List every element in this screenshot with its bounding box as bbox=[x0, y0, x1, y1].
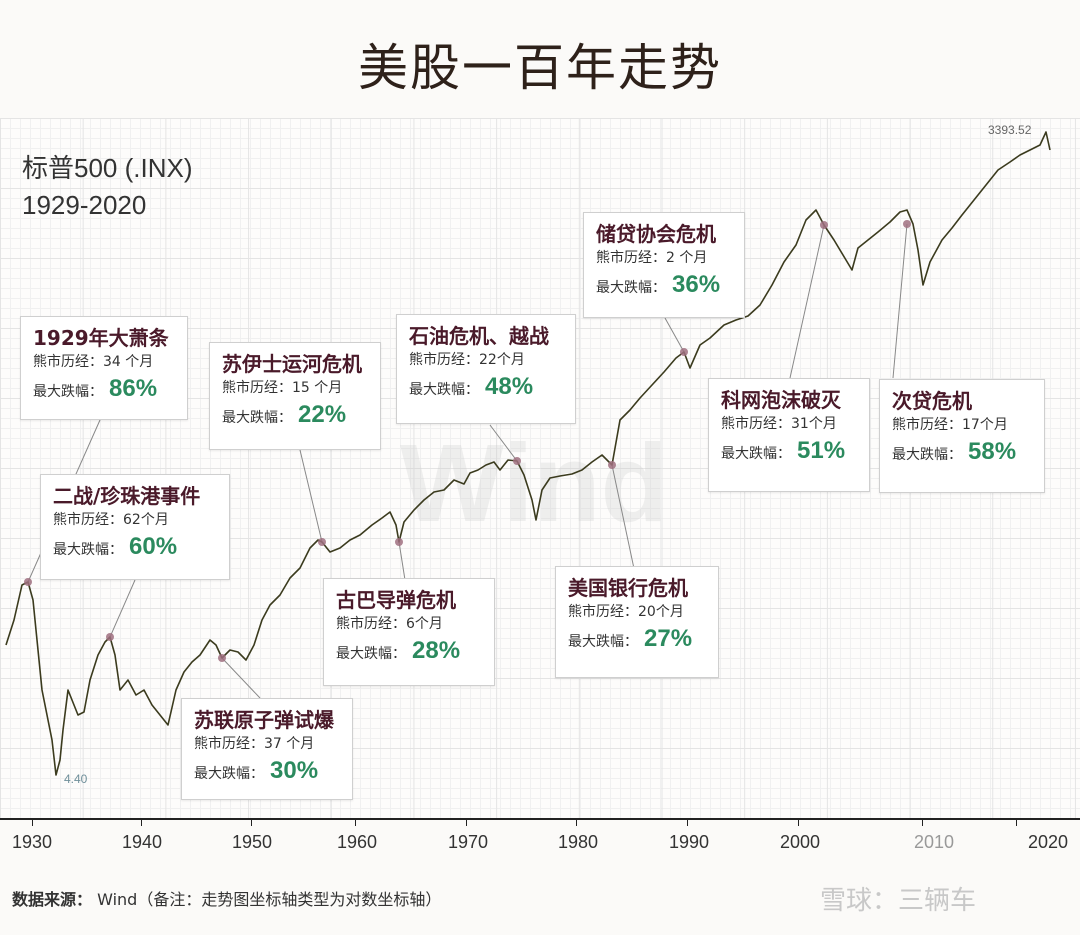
marker-1962 bbox=[395, 538, 403, 546]
event-drawdown: 最大跌幅： 51% bbox=[721, 437, 846, 464]
event-callout-dotcom-bubble: 科网泡沫破灭 熊市历经：31个月 最大跌幅： 51% bbox=[708, 378, 870, 492]
x-tick bbox=[687, 818, 688, 826]
x-tick bbox=[1016, 818, 1017, 826]
x-tick bbox=[355, 818, 356, 826]
event-callout-ww2: 二战/珍珠港事件 熊市历经：62个月 最大跌幅： 60% bbox=[40, 474, 230, 580]
event-title: 美国银行危机 bbox=[568, 576, 688, 600]
event-duration: 熊市历经：31个月 bbox=[721, 416, 837, 432]
event-duration: 熊市历经：20个月 bbox=[568, 604, 684, 620]
event-callout-subprime-crisis: 次贷危机 熊市历经：17个月 最大跌幅： 58% bbox=[879, 379, 1045, 493]
event-callout-us-bank-crisis: 美国银行危机 熊市历经：20个月 最大跌幅： 27% bbox=[555, 566, 719, 678]
event-drawdown: 最大跌幅： 86% bbox=[33, 375, 158, 402]
event-title: 苏联原子弹试爆 bbox=[194, 708, 334, 732]
event-markers bbox=[24, 220, 911, 662]
marker-1973 bbox=[513, 457, 521, 465]
event-duration: 熊市历经：17个月 bbox=[892, 417, 1008, 433]
x-axis bbox=[0, 818, 1080, 820]
x-tick-label: 1950 bbox=[231, 832, 273, 852]
page-title: 美股一百年走势 bbox=[358, 39, 722, 97]
x-tick-label: 1960 bbox=[336, 832, 378, 852]
event-drawdown: 最大跌幅： 28% bbox=[336, 637, 461, 664]
event-title: 次贷危机 bbox=[892, 389, 972, 413]
event-callout-cuban-missile-crisis: 古巴导弹危机 熊市历经：6个月 最大跌幅： 28% bbox=[323, 578, 495, 686]
event-title: 石油危机、越战 bbox=[409, 324, 549, 348]
marker-2000 bbox=[820, 221, 828, 229]
low-value-label: 4.40 bbox=[64, 772, 88, 786]
x-tick-label: 2000 bbox=[779, 832, 821, 852]
x-tick bbox=[798, 818, 799, 826]
marker-2007 bbox=[903, 220, 911, 228]
event-drawdown: 最大跌幅： 48% bbox=[409, 373, 534, 400]
event-title: 二战/珍珠港事件 bbox=[53, 484, 201, 508]
event-duration: 熊市历经：2 个月 bbox=[596, 250, 708, 266]
x-tick bbox=[251, 818, 252, 826]
event-callout-savings-loan-crisis: 储贷协会危机 熊市历经：2 个月 最大跌幅： 36% bbox=[583, 212, 745, 318]
event-duration: 熊市历经：22个月 bbox=[409, 352, 525, 368]
event-title: 1929年大萧条 bbox=[33, 326, 169, 350]
x-tick-label: 2010 bbox=[913, 832, 955, 852]
event-title: 科网泡沫破灭 bbox=[721, 388, 841, 412]
source-label: 数据来源： bbox=[12, 890, 93, 909]
event-duration: 熊市历经：62个月 bbox=[53, 512, 169, 528]
event-callout-oil-crisis: 石油危机、越战 熊市历经：22个月 最大跌幅： 48% bbox=[396, 314, 576, 424]
x-tick-label: 1970 bbox=[447, 832, 489, 852]
event-callout-great-depression: 1929年大萧条 熊市历经：34 个月 最大跌幅： 86% bbox=[20, 316, 188, 420]
x-tick-label: 1980 bbox=[557, 832, 599, 852]
sp500-price-line bbox=[5, 131, 1051, 776]
event-duration: 熊市历经：34 个月 bbox=[33, 354, 154, 370]
marker-1981 bbox=[608, 461, 616, 469]
x-tick bbox=[576, 818, 577, 826]
event-drawdown: 最大跌幅： 36% bbox=[596, 271, 721, 298]
event-drawdown: 最大跌幅： 22% bbox=[222, 401, 347, 428]
event-drawdown: 最大跌幅： 30% bbox=[194, 757, 319, 784]
marker-1937 bbox=[106, 633, 114, 641]
x-tick bbox=[922, 818, 923, 826]
marker-1929 bbox=[24, 578, 32, 586]
x-tick bbox=[141, 818, 142, 826]
x-tick bbox=[466, 818, 467, 826]
x-tick-label: 1930 bbox=[11, 832, 53, 852]
x-tick bbox=[32, 818, 33, 826]
marker-1946 bbox=[218, 654, 226, 662]
event-drawdown: 最大跌幅： 27% bbox=[568, 625, 693, 652]
x-tick-label: 2020 bbox=[1027, 832, 1069, 852]
event-title: 古巴导弹危机 bbox=[336, 588, 456, 612]
event-title: 储贷协会危机 bbox=[596, 222, 716, 246]
brand-watermark: 雪球：三辆车 bbox=[820, 886, 977, 916]
event-drawdown: 最大跌幅： 58% bbox=[892, 438, 1017, 465]
event-drawdown: 最大跌幅： 60% bbox=[53, 533, 178, 560]
event-duration: 熊市历经：6个月 bbox=[336, 616, 443, 632]
data-source-note: 数据来源： Wind（备注：走势图坐标轴类型为对数坐标轴） bbox=[12, 886, 441, 910]
source-value: Wind（备注：走势图坐标轴类型为对数坐标轴） bbox=[97, 890, 442, 909]
x-tick-label: 1990 bbox=[668, 832, 710, 852]
marker-1987 bbox=[680, 348, 688, 356]
event-duration: 熊市历经：15 个月 bbox=[222, 380, 343, 396]
marker-1956 bbox=[318, 538, 326, 546]
wind-watermark: Wind bbox=[400, 422, 668, 545]
date-range: 1929-2020 bbox=[22, 190, 147, 220]
leader-lines bbox=[27, 223, 908, 699]
high-value-label: 3393.52 bbox=[988, 123, 1032, 137]
event-callout-soviet-atomic-test: 苏联原子弹试爆 熊市历经：37 个月 最大跌幅： 30% bbox=[181, 698, 353, 800]
event-duration: 熊市历经：37 个月 bbox=[194, 736, 315, 752]
event-callout-suez-crisis: 苏伊士运河危机 熊市历经：15 个月 最大跌幅： 22% bbox=[209, 342, 381, 450]
event-title: 苏伊士运河危机 bbox=[222, 352, 362, 376]
index-name: 标普500 (.INX) bbox=[22, 153, 193, 183]
x-tick-label: 1940 bbox=[121, 832, 163, 852]
